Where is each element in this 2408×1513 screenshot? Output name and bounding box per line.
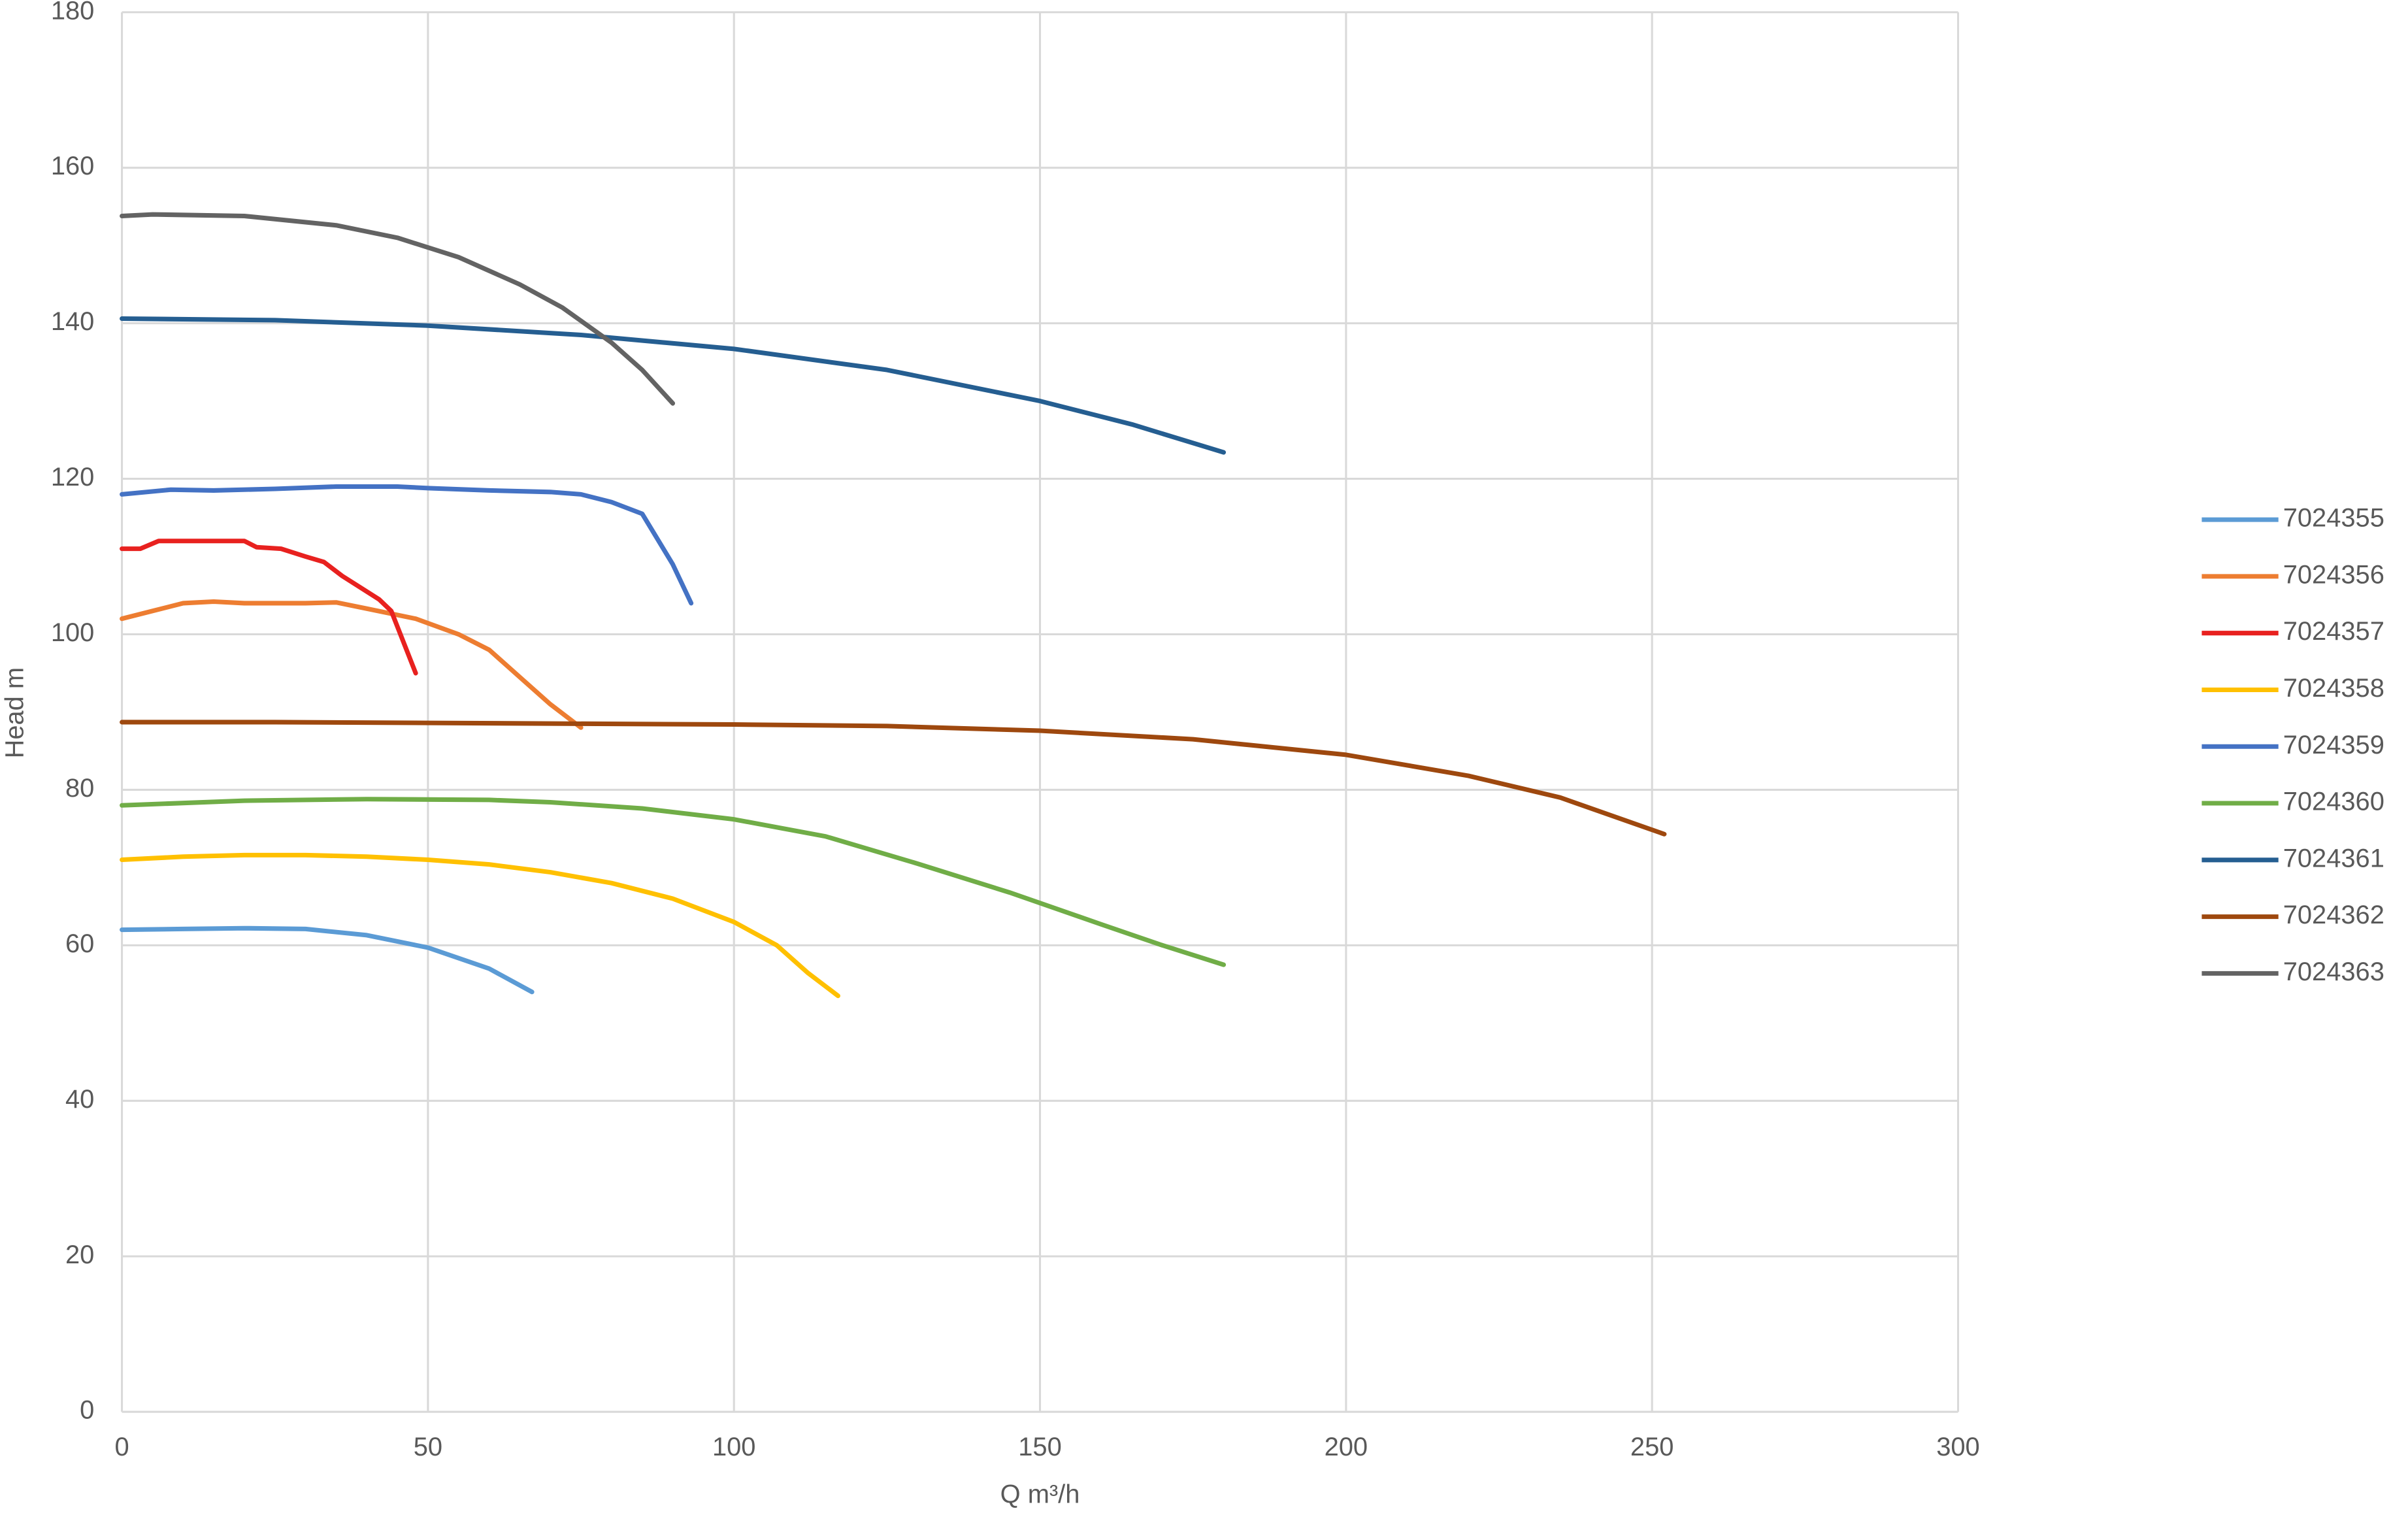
legend-label: 7024357: [2283, 617, 2384, 646]
legend-label: 7024363: [2283, 957, 2384, 986]
series-line: [120, 852, 840, 999]
series-line: [120, 599, 584, 730]
y-tick-label: 100: [51, 618, 95, 647]
y-tick-label: 80: [65, 774, 94, 803]
x-tick-label: 250: [1630, 1433, 1674, 1461]
y-tick-label: 0: [80, 1396, 94, 1425]
y-tick-label: 160: [51, 152, 95, 180]
y-tick-label: 180: [51, 0, 95, 25]
legend-label: 7024361: [2283, 844, 2384, 873]
legend-label: 7024360: [2283, 788, 2384, 816]
legend-label: 7024359: [2283, 731, 2384, 759]
legend-label: 7024356: [2283, 560, 2384, 589]
y-tick-label: 60: [65, 929, 94, 958]
series-line: [120, 484, 694, 606]
series-line: [120, 212, 676, 406]
series-line: [120, 539, 418, 676]
y-axis-title: Head m: [0, 667, 29, 759]
legend-label: 7024362: [2283, 901, 2384, 929]
y-tick-label: 140: [51, 307, 95, 336]
series-line: [120, 316, 1227, 455]
y-tick-label: 40: [65, 1085, 94, 1114]
x-tick-label: 50: [414, 1433, 442, 1461]
y-tick-label: 20: [65, 1240, 94, 1269]
x-tick-label: 300: [1936, 1433, 1980, 1461]
x-tick-label: 0: [114, 1433, 129, 1461]
legend-label: 7024355: [2283, 504, 2384, 533]
x-tick-label: 150: [1018, 1433, 1062, 1461]
series-line: [120, 720, 1667, 837]
series-line: [120, 925, 535, 995]
series-line: [120, 797, 1227, 967]
y-tick-label: 120: [51, 463, 95, 491]
legend-label: 7024358: [2283, 674, 2384, 703]
x-tick-label: 100: [712, 1433, 756, 1461]
x-tick-label: 200: [1325, 1433, 1368, 1461]
x-axis-title: Q m³/h: [1000, 1480, 1080, 1509]
